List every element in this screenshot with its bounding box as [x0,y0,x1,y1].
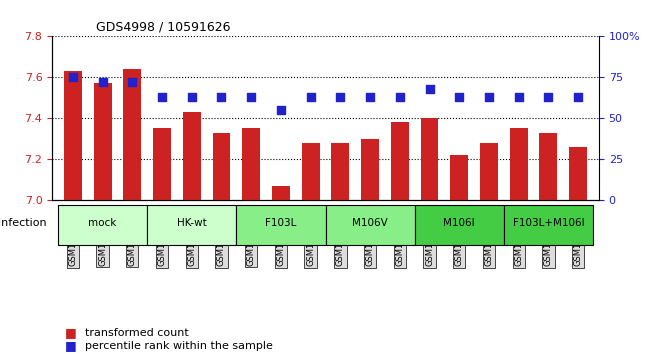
Text: GDS4998 / 10591626: GDS4998 / 10591626 [96,21,230,34]
FancyBboxPatch shape [326,205,415,245]
Bar [510,129,527,200]
Point [484,94,494,100]
Bar [450,155,468,200]
Bar [301,143,320,200]
Point [216,94,227,100]
Point [365,94,375,100]
Point [276,107,286,113]
Text: M106V: M106V [352,219,388,228]
Point [395,94,405,100]
Text: F103L: F103L [265,219,297,228]
FancyBboxPatch shape [236,205,326,245]
Bar [391,122,409,200]
Text: HK-wt: HK-wt [177,219,206,228]
Point [573,94,583,100]
Bar [124,69,141,200]
Bar [153,129,171,200]
Point [454,94,464,100]
Text: transformed count: transformed count [85,328,188,338]
Text: M106I: M106I [443,219,475,228]
Point [157,94,167,100]
Text: percentile rank within the sample: percentile rank within the sample [85,341,273,351]
Bar [272,186,290,200]
FancyBboxPatch shape [147,205,236,245]
Bar [361,139,379,200]
Point [68,74,78,80]
Bar [331,143,350,200]
Bar [540,132,557,200]
FancyBboxPatch shape [415,205,504,245]
Point [127,79,137,85]
Point [305,94,316,100]
FancyBboxPatch shape [504,205,593,245]
Bar [94,83,111,200]
Bar [569,147,587,200]
Bar [242,129,260,200]
Point [543,94,553,100]
Text: mock: mock [89,219,117,228]
Bar [480,143,498,200]
Text: F103L+M106I: F103L+M106I [512,219,584,228]
Point [187,94,197,100]
Point [424,86,435,91]
Bar [64,71,82,200]
Point [335,94,346,100]
Bar [421,118,438,200]
Point [514,94,524,100]
Bar [213,132,230,200]
FancyBboxPatch shape [58,205,147,245]
Text: ■: ■ [65,326,77,339]
Bar [183,112,201,200]
Text: infection: infection [0,219,46,228]
Point [246,94,256,100]
Text: ■: ■ [65,339,77,352]
Point [98,79,108,85]
